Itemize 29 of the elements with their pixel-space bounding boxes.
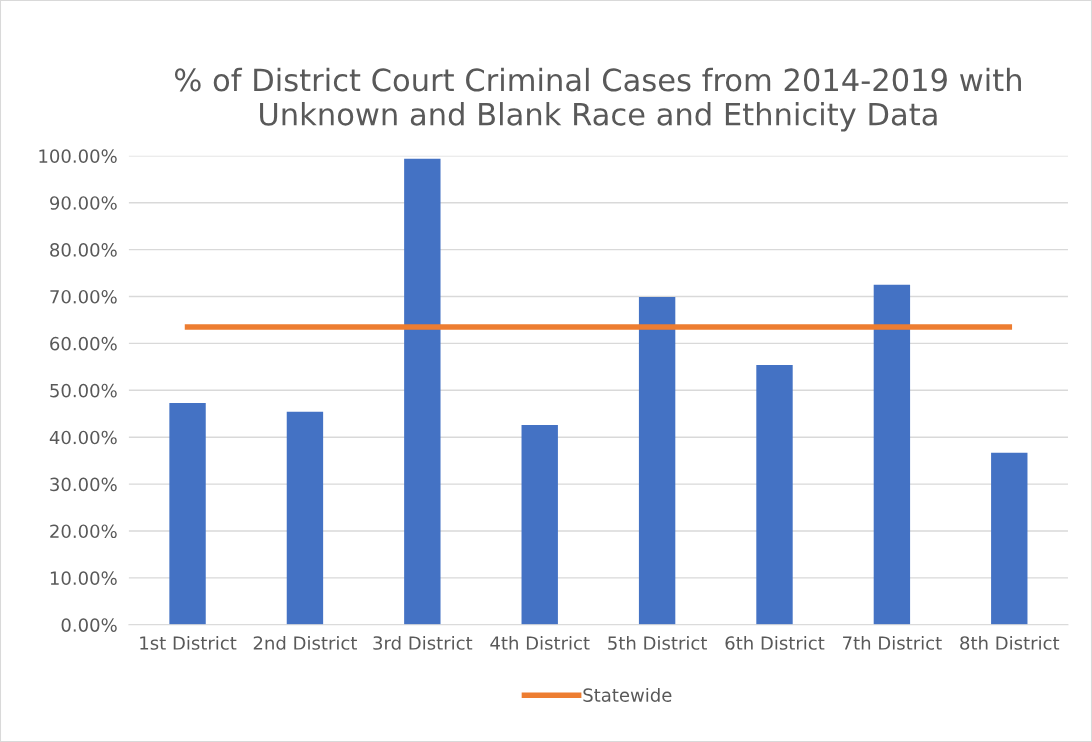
bar (638, 296, 676, 625)
y-tick-label: 90.00% (50, 196, 117, 210)
y-tick-label: 20.00% (50, 524, 117, 539)
y-tick-label: 100.00% (39, 149, 117, 163)
y-tick-label: 30.00% (50, 477, 117, 492)
chart-title: % of District Court Criminal Cases from 2014-2019 with Unknown and Blank Race and Ethnicity Data (174, 67, 1021, 132)
y-tick-label: 0.00% (61, 618, 117, 632)
bar (756, 364, 793, 625)
y-tick-label: 40.00% (49, 430, 117, 445)
bar (169, 402, 206, 625)
x-tick-label: 4th District (490, 635, 590, 650)
y-tick-label: 70.00% (50, 289, 117, 304)
x-tick-label: 6th District (725, 635, 825, 650)
bar (873, 284, 911, 625)
bar (991, 452, 1028, 625)
x-tick-label: 1st District (140, 635, 237, 650)
y-tick-label: 50.00% (50, 383, 117, 398)
x-tick-label: 7th District (843, 635, 942, 650)
x-tick-label: 3rd District (373, 635, 473, 650)
bar (404, 158, 441, 625)
y-tick-label: 10.00% (50, 571, 117, 585)
bar (521, 424, 558, 625)
legend-label: Statewide (583, 687, 672, 702)
x-tick-label: 2nd District (253, 635, 357, 650)
bar (286, 411, 324, 625)
x-tick-label: 5th District (608, 635, 707, 650)
y-tick-label: 60.00% (50, 336, 117, 351)
x-tick-label: 8th District (960, 635, 1060, 650)
y-tick-label: 80.00% (50, 243, 117, 257)
